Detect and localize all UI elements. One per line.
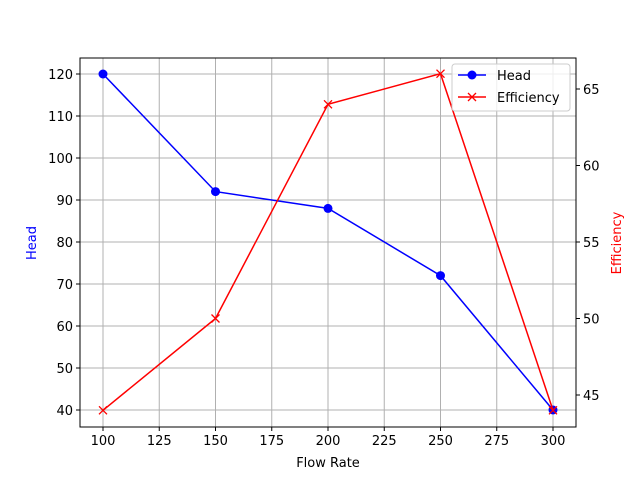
x-tick-label: 200 [316, 434, 341, 449]
legend-efficiency-marker-icon [467, 92, 477, 102]
x-tick-label: 175 [259, 434, 284, 449]
y2-tick-label: 45 [583, 389, 600, 404]
right-y-axis-label: Efficiency [610, 211, 625, 274]
x-tick-label: 150 [203, 434, 228, 449]
plot-series [98, 69, 558, 415]
legend-head-label: Head [497, 69, 531, 84]
right-y-axis-ticks: 45 50 55 60 65 [576, 83, 600, 404]
y2-tick-label: 55 [583, 236, 600, 251]
y2-tick-label: 65 [583, 83, 600, 98]
y-tick-label: 120 [48, 68, 73, 83]
legend-head-marker-icon [467, 70, 477, 80]
data-point-x-marker-icon [98, 405, 108, 415]
x-axis-label: Flow Rate [296, 456, 360, 471]
y-tick-label: 70 [56, 278, 73, 293]
x-tick-label: 250 [428, 434, 453, 449]
data-point-marker-icon [323, 203, 333, 213]
left-y-axis-ticks: 40 50 60 70 80 90 100 110 120 [48, 68, 80, 419]
x-tick-label: 300 [541, 434, 566, 449]
y-tick-label: 80 [56, 236, 73, 251]
y-tick-label: 100 [48, 152, 73, 167]
x-tick-label: 225 [372, 434, 397, 449]
data-point-x-marker-icon [436, 69, 445, 79]
legend-efficiency-label: Efficiency [497, 91, 560, 106]
data-point-x-marker-icon [323, 99, 333, 109]
x-axis-ticks: 100 125 150 175 200 225 250 275 300 [91, 427, 566, 449]
data-point-marker-icon [211, 187, 220, 197]
left-y-axis-label: Head [25, 226, 40, 260]
y-tick-label: 90 [56, 194, 73, 209]
y-tick-label: 60 [56, 320, 73, 335]
y2-tick-label: 50 [583, 313, 600, 328]
y2-tick-label: 60 [583, 160, 600, 175]
data-point-x-marker-icon [548, 405, 558, 415]
x-tick-label: 100 [91, 434, 116, 449]
x-tick-label: 125 [147, 434, 172, 449]
data-point-x-marker-icon [211, 314, 220, 323]
y-tick-label: 50 [56, 362, 73, 377]
legend: Head Efficiency [451, 63, 571, 112]
y-tick-label: 110 [48, 110, 73, 125]
data-point-marker-icon [98, 69, 108, 79]
y-tick-label: 40 [56, 404, 73, 419]
x-tick-label: 275 [484, 434, 509, 449]
grid-lines [80, 58, 576, 427]
data-point-marker-icon [436, 271, 445, 281]
plot-frame [79, 57, 577, 428]
